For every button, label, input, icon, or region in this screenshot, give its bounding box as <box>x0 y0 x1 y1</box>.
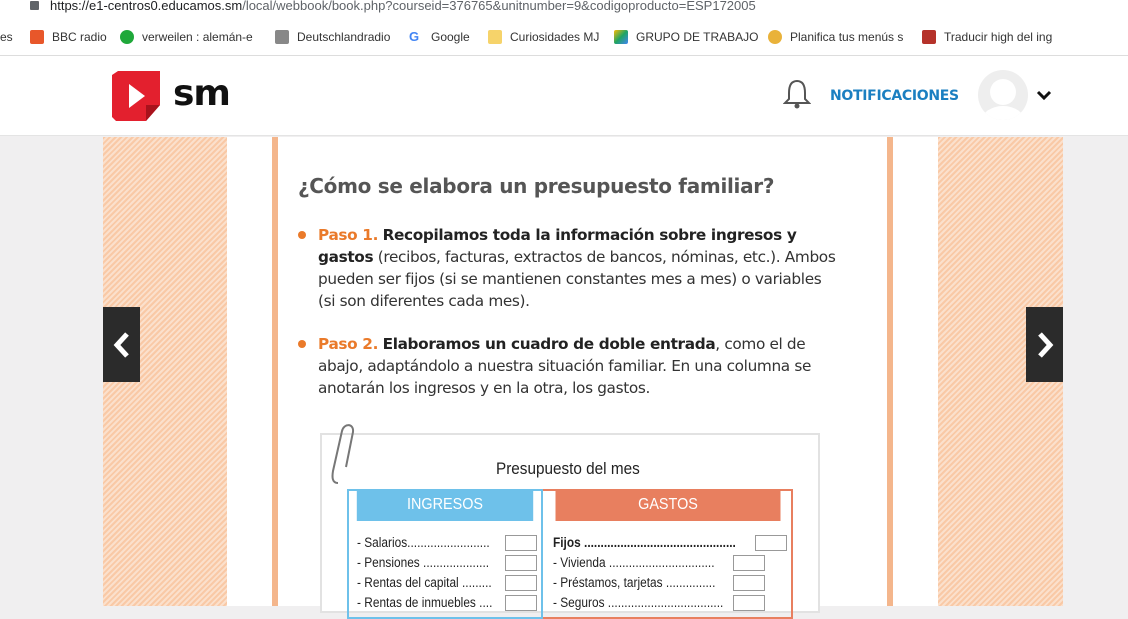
chevron-down-icon[interactable] <box>1036 89 1052 101</box>
expense-row: - Vivienda .............................… <box>553 555 715 570</box>
previous-page-button[interactable] <box>103 307 140 382</box>
budget-table-card: Presupuesto del mes INGRESOS - Salarios.… <box>320 424 820 619</box>
bookmark[interactable]: GRUPO DE TRABAJO <box>614 30 758 44</box>
amount-box[interactable] <box>733 595 765 611</box>
bookmark[interactable]: Traducir high del ing <box>922 30 1052 44</box>
expense-column: GASTOS Fijos ...........................… <box>543 489 793 619</box>
table-title: Presupuesto del mes <box>496 459 640 478</box>
bookmark[interactable]: es <box>0 30 13 44</box>
expense-row: - Seguros ..............................… <box>553 595 724 610</box>
google-icon: G <box>409 29 420 44</box>
budget-table: INGRESOS - Salarios.....................… <box>347 489 795 619</box>
bullet-icon <box>298 340 306 348</box>
bullet-icon <box>298 231 306 239</box>
next-page-button[interactable] <box>1026 307 1063 382</box>
logo-text: sm <box>173 73 231 114</box>
sm-logo-icon <box>112 71 160 121</box>
paperclip-icon <box>331 424 355 484</box>
bell-icon[interactable] <box>783 78 811 110</box>
amount-box[interactable] <box>505 575 537 591</box>
expense-header: GASTOS <box>555 489 781 521</box>
amount-box[interactable] <box>733 555 765 571</box>
amount-box[interactable] <box>755 535 787 551</box>
expense-row: - Préstamos, tarjetas ............... <box>553 575 716 590</box>
folder-icon <box>488 30 502 44</box>
amount-box[interactable] <box>505 535 537 551</box>
menu-icon <box>768 30 782 44</box>
income-row: - Rentas de inmuebles .... <box>357 595 493 610</box>
user-icon <box>981 79 1025 120</box>
address-bar[interactable]: https://e1-centros0.educamos.sm/local/we… <box>0 0 1128 20</box>
site-header: sm NOTIFICACIONES <box>0 56 1128 136</box>
notifications-link[interactable]: NOTIFICACIONES <box>830 88 959 104</box>
step-1-text: Paso 1. Recopilamos toda la información … <box>318 226 836 310</box>
page-border-left <box>272 137 278 606</box>
bookmark[interactable]: verweilen : alemán-e <box>120 30 253 44</box>
income-header: INGRESOS <box>356 489 534 521</box>
amount-box[interactable] <box>505 595 537 611</box>
section-title: ¿Cómo se elabora un presupuesto familiar… <box>298 174 775 198</box>
url-text[interactable]: https://e1-centros0.educamos.sm/local/we… <box>50 0 756 13</box>
amount-box[interactable] <box>733 575 765 591</box>
avatar[interactable] <box>978 70 1028 120</box>
bookmark[interactable]: Deutschlandradio <box>275 30 390 44</box>
document-icon <box>275 30 289 44</box>
income-row: - Salarios......................... <box>357 535 490 550</box>
chevron-right-icon <box>1037 331 1053 358</box>
chevron-left-icon <box>113 331 129 358</box>
income-column: INGRESOS - Salarios.....................… <box>347 489 543 619</box>
income-row: - Pensiones .................... <box>357 555 490 570</box>
step-2-text: Paso 2. Elaboramos un cuadro de doble en… <box>318 335 812 397</box>
drive-icon <box>614 30 628 44</box>
bookmark[interactable]: G Google <box>409 29 470 45</box>
expense-row: Fijos ..................................… <box>553 535 736 550</box>
bookmarks-bar: es BBC radio verweilen : alemán-e Deutsc… <box>0 20 1128 56</box>
income-row: - Rentas del capital ......... <box>357 575 492 590</box>
dictionary-icon <box>922 30 936 44</box>
amount-box[interactable] <box>505 555 537 571</box>
bookmark[interactable]: BBC radio <box>30 30 107 44</box>
chat-icon <box>120 30 134 44</box>
lock-icon <box>30 1 39 10</box>
bookmark[interactable]: Planifica tus menús s <box>768 30 903 44</box>
page-border-right <box>887 137 893 606</box>
bbc-icon <box>30 30 44 44</box>
bookmark[interactable]: Curiosidades MJ <box>488 30 599 44</box>
